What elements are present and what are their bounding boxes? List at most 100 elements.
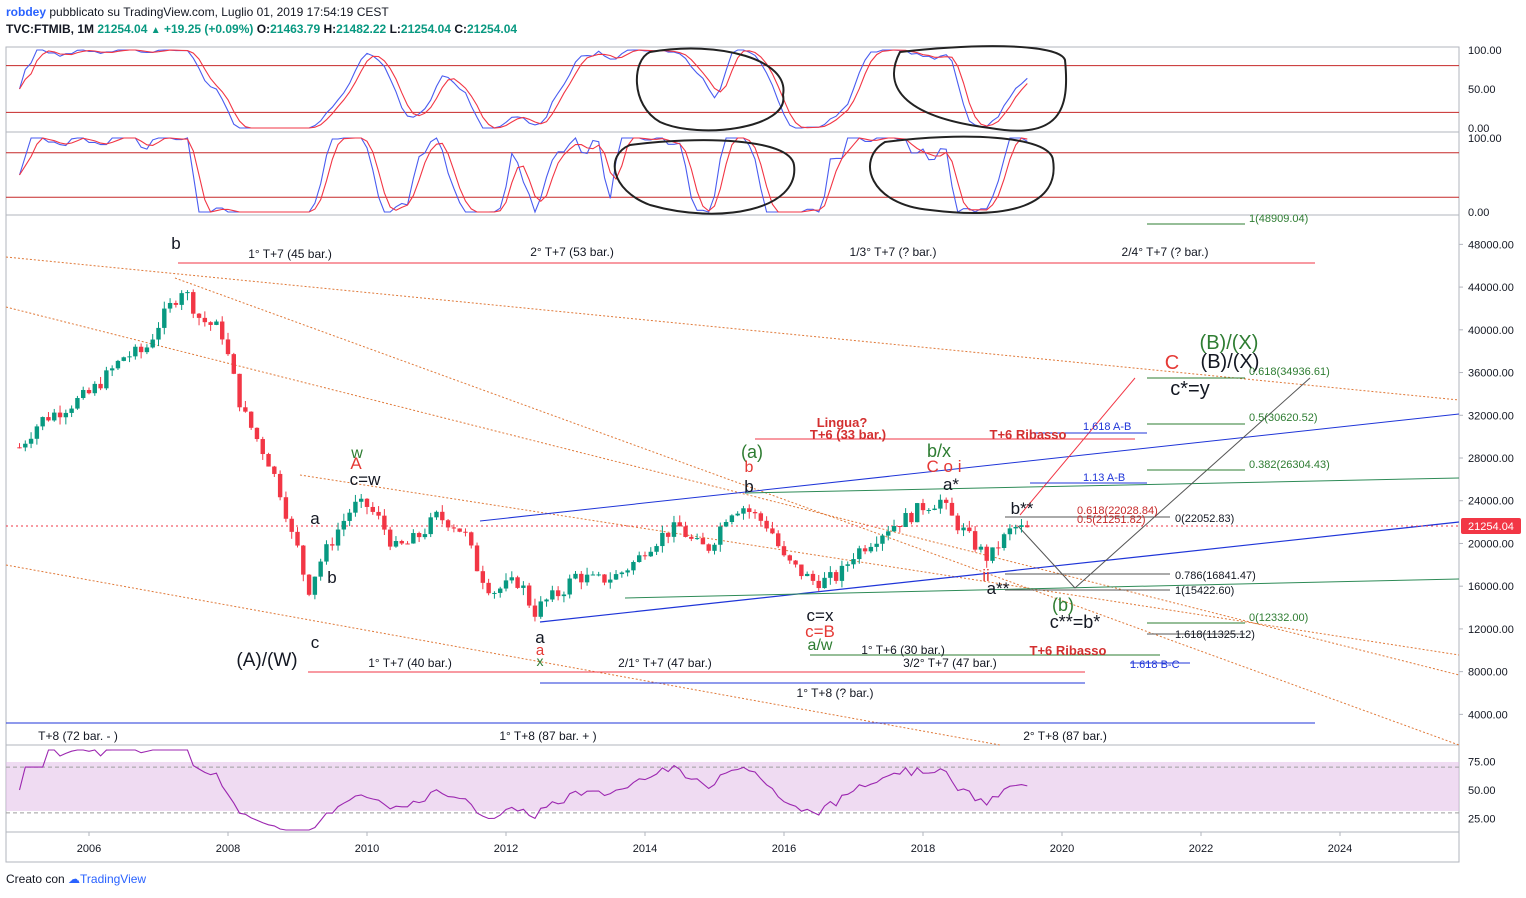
candle-body — [996, 547, 1001, 549]
candle-body — [972, 531, 978, 550]
candle-body — [1013, 526, 1018, 529]
candle-body — [712, 544, 717, 551]
candle-body — [810, 573, 816, 581]
candle-body — [445, 520, 451, 528]
candle-body — [133, 346, 138, 357]
candle-body — [179, 293, 184, 305]
candle-body — [353, 501, 358, 513]
candle-body — [40, 417, 45, 427]
candle-body — [683, 526, 688, 537]
candle-body — [509, 577, 514, 581]
candle-body — [341, 520, 347, 530]
candle-body — [665, 532, 671, 537]
candle-body — [880, 535, 885, 544]
candle-body — [463, 531, 468, 533]
candle-body — [851, 559, 856, 565]
candle-body — [555, 590, 561, 597]
y-tick-label: 32000.00 — [1468, 410, 1514, 422]
rsi-line — [18, 749, 1028, 831]
candle-body — [1007, 528, 1013, 535]
candle-body — [156, 327, 161, 340]
candle-body — [515, 577, 520, 588]
y-tick-label: 28000.00 — [1468, 453, 1514, 465]
candle-body — [648, 551, 653, 557]
candle-body — [521, 585, 526, 588]
blue-trendline — [539, 521, 1460, 623]
candle-body — [868, 546, 874, 552]
high-label: H: — [323, 22, 337, 36]
candle-body — [138, 346, 144, 353]
candle-body — [243, 407, 248, 412]
cycle-label: 2° T+8 (87 bar.) — [1023, 729, 1107, 743]
cycle-label: 1° T+6 (30 bar.) — [861, 643, 945, 657]
candle-body — [46, 417, 51, 421]
wave-label: a — [310, 509, 320, 528]
wave-label: A — [350, 454, 362, 473]
published-text: pubblicato su TradingView.com, Luglio 01… — [49, 5, 389, 19]
circle-annotation — [613, 139, 796, 215]
candle-body — [57, 412, 63, 418]
y-tick-label: 8000.00 — [1468, 667, 1508, 679]
candle-body — [920, 503, 926, 511]
blue-trendline — [479, 413, 1460, 522]
stoch1-k-line — [18, 49, 1028, 129]
trend-lines — [5, 256, 1460, 746]
chart-canvas[interactable]: 48000.00 44000.00 40000.00 36000.00 32000.00… — [0, 40, 1526, 865]
candle-body — [330, 544, 335, 546]
tradingview-logo[interactable]: ☁ — [68, 872, 81, 886]
fib-levels — [1005, 223, 1245, 664]
candle-body — [544, 599, 549, 602]
y-tick-label: 36000.00 — [1468, 368, 1514, 380]
orange-channel-line — [5, 306, 1460, 676]
candle-body — [526, 585, 532, 606]
candle-body — [86, 389, 92, 394]
last-price: 21254.04 — [97, 22, 148, 36]
wave-label: C — [1165, 352, 1179, 374]
candle-body — [654, 546, 659, 552]
candle-body — [23, 443, 28, 448]
candle-body — [17, 447, 22, 449]
candle-body — [723, 522, 729, 527]
x-tick-label: 2008 — [216, 843, 240, 855]
y-tick-label: 24000.00 — [1468, 496, 1514, 508]
orange-channel-line — [5, 564, 1001, 746]
annotation: T+6 Ribasso — [990, 427, 1067, 442]
candle-body — [613, 574, 619, 580]
wave-label: c=w — [350, 470, 381, 489]
circle-annotation — [869, 135, 1055, 214]
y-tick-label: 12000.00 — [1468, 624, 1514, 636]
fib-label: 1.618 A-B — [1083, 421, 1131, 433]
candle-body — [399, 541, 404, 544]
candle-body — [1019, 525, 1024, 527]
fib-label: 1(15422.60) — [1175, 585, 1234, 597]
candle-body — [949, 502, 955, 516]
footer: Creato con ☁TradingView — [6, 872, 146, 886]
projection-line — [1019, 377, 1136, 516]
candle-body — [208, 322, 213, 325]
hand-drawn-circles — [613, 45, 1068, 215]
candle-body — [538, 601, 543, 617]
candle-body — [28, 438, 34, 444]
candle-body — [109, 368, 115, 371]
candles — [17, 289, 1030, 622]
candle-body — [862, 548, 868, 552]
candle-body — [694, 538, 700, 540]
candle-body — [457, 528, 462, 532]
y-tick-label: 0.00 — [1468, 123, 1489, 135]
candle-body — [104, 370, 109, 389]
candle-body — [1025, 525, 1030, 528]
candle-body — [689, 536, 694, 539]
tradingview-brand[interactable]: TradingView — [80, 872, 147, 886]
annotation: T+6 (33 bar.) — [810, 427, 886, 442]
x-tick-label: 2016 — [772, 843, 796, 855]
fib-label: 0.618(34936.61) — [1249, 366, 1330, 378]
candle-body — [248, 411, 254, 428]
last-price-label: 21254.04 — [1468, 521, 1514, 533]
open-label: O: — [256, 22, 271, 36]
candle-body — [115, 360, 121, 369]
orange-channel-line — [299, 474, 1460, 656]
candle-body — [214, 321, 219, 325]
cycle-label: 1° T+8 (87 bar. + ) — [499, 729, 596, 743]
fib-label: 0.5(21251.82) — [1077, 514, 1146, 526]
author-name[interactable]: robdey — [6, 5, 47, 19]
